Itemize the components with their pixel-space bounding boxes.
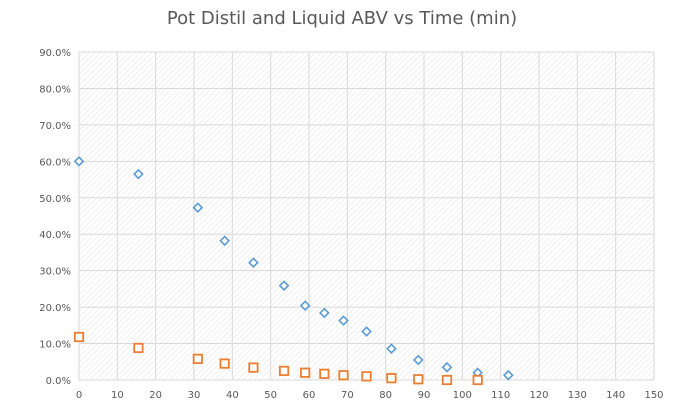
y-tick-label: 10.0% (39, 340, 71, 351)
y-tick-label: 0.0% (46, 376, 71, 387)
x-tick-label: 80 (379, 390, 392, 401)
x-tick-label: 150 (644, 390, 663, 401)
x-tick-label: 90 (418, 390, 431, 401)
x-tick-label: 120 (529, 390, 548, 401)
y-tick-label: 30.0% (39, 267, 71, 278)
x-tick-label: 100 (453, 390, 472, 401)
x-tick-label: 50 (264, 390, 277, 401)
data-point-diamond (192, 202, 204, 213)
data-point-diamond (248, 257, 259, 268)
data-point-square (73, 331, 85, 343)
data-point-square (192, 353, 203, 364)
x-tick-label: 30 (188, 390, 201, 401)
data-point-diamond (319, 307, 330, 319)
gridlines (78, 51, 655, 381)
data-point-square (338, 370, 349, 381)
y-tick-label: 50.0% (39, 194, 71, 205)
data-point-square (413, 374, 424, 385)
y-tick-label: 70.0% (39, 121, 71, 132)
data-point-diamond (133, 168, 144, 180)
y-tick-label: 40.0% (39, 230, 71, 241)
x-tick-label: 70 (341, 390, 354, 401)
data-point-diamond (338, 315, 349, 326)
y-tick-label: 90.0% (39, 48, 71, 59)
x-tick-label: 140 (606, 390, 625, 401)
data-point-diamond (503, 369, 514, 381)
y-tick-label: 60.0% (39, 157, 71, 168)
plot-area (79, 52, 654, 380)
data-point-diamond (361, 326, 372, 337)
data-point-diamond (73, 156, 85, 167)
data-point-diamond (219, 235, 230, 247)
x-tick-label: 60 (303, 390, 316, 401)
x-tick-label: 110 (491, 390, 510, 401)
x-tick-label: 20 (149, 390, 162, 401)
data-point-square (300, 367, 311, 378)
data-point-square (441, 374, 453, 386)
x-tick-label: 40 (226, 390, 239, 401)
x-tick-label: 130 (568, 390, 587, 401)
data-point-diamond (412, 354, 424, 366)
x-tick-label: 10 (111, 390, 124, 401)
data-point-diamond (278, 280, 290, 291)
data-point-diamond (299, 300, 311, 311)
data-point-square (472, 374, 483, 386)
x-tick-label: 0 (76, 390, 82, 401)
y-tick-label: 80.0% (39, 84, 71, 95)
data-point-square (278, 365, 290, 376)
data-point-square (319, 368, 330, 379)
data-point-square (361, 371, 372, 382)
chart-title: Pot Distil and Liquid ABV vs Time (min) (166, 8, 518, 29)
y-axis-tick-labels: 0.0% 10.0% 20.0% 30.0% 40.0% 50.0% 60.0% 70.0% 8… (39, 48, 71, 387)
data-point-square (219, 358, 230, 369)
data-point-square (386, 373, 397, 384)
x-axis-tick-labels: 0 10 20 30 40 50 60 70 80 90 100 110 120 130 140 150 (76, 390, 664, 401)
data-point-diamond (386, 343, 397, 354)
data-point-square (133, 342, 144, 354)
data-point-square (248, 362, 259, 373)
data-point-diamond (441, 361, 453, 373)
y-tick-label: 20.0% (39, 303, 71, 314)
data-markers (73, 156, 514, 386)
